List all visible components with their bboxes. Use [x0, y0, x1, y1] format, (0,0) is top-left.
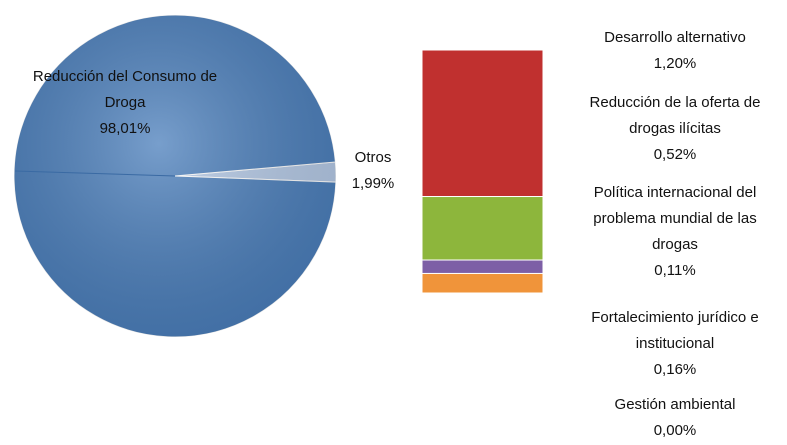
label-text: 1,20%	[653, 55, 697, 72]
pie-label: Otros 1,99%	[333, 145, 413, 197]
bar-segment	[421, 49, 544, 198]
label-text: Otros	[354, 149, 392, 166]
pie-label: Reducción del Consumo de Droga 98,01%	[25, 64, 225, 142]
pie-edge	[14, 170, 176, 177]
bar-label: Política internacional del problema mund…	[570, 180, 780, 284]
label-text: 0,11%	[654, 262, 696, 279]
label-text: 0,00%	[653, 422, 697, 439]
label-text: Fortalecimiento jurídico e institucional	[591, 309, 759, 352]
label-text: Gestión ambiental	[614, 396, 736, 413]
bar-segment	[421, 196, 544, 261]
label-text: Reducción de la oferta de drogas ilícita…	[589, 94, 761, 137]
bar-label: Fortalecimiento jurídico e institucional…	[575, 305, 775, 383]
bar-segment	[421, 259, 544, 274]
label-text: Política internacional del problema mund…	[593, 184, 757, 253]
bar-label: Gestión ambiental 0,00%	[575, 392, 775, 444]
label-text: 1,99%	[351, 175, 395, 192]
label-text: Desarrollo alternativo	[604, 29, 746, 46]
bar-label: Reducción de la oferta de drogas ilícita…	[585, 90, 765, 168]
bar-label: Desarrollo alternativo 1,20%	[575, 25, 775, 77]
label-text: 0,16%	[653, 361, 697, 378]
label-text: 98,01%	[99, 120, 151, 137]
bar-segment	[421, 272, 544, 294]
label-text: 0,52%	[653, 146, 697, 163]
label-text: Reducción del Consumo de Droga	[32, 68, 218, 111]
